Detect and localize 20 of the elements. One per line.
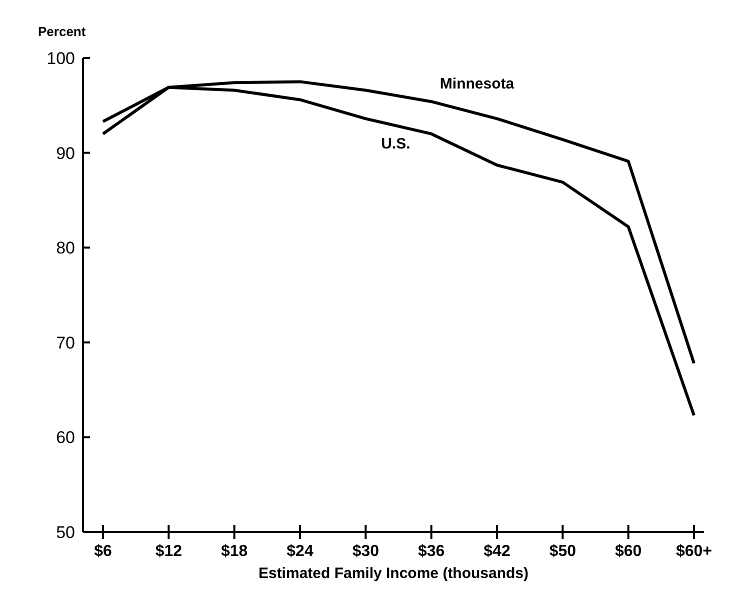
- x-tick-label: $12: [155, 543, 182, 560]
- series-label: Minnesota: [440, 76, 515, 93]
- x-tick-label: $6: [94, 543, 112, 560]
- x-tick-label: $36: [418, 543, 445, 560]
- y-tick-label: 90: [56, 144, 75, 163]
- x-tick-label: $50: [549, 543, 576, 560]
- x-tick-label: $24: [286, 543, 314, 560]
- x-tick-label: $42: [484, 543, 510, 560]
- y-tick-label: 50: [56, 522, 75, 542]
- x-tick-label: $18: [220, 543, 248, 560]
- y-tick-label: 100: [46, 48, 75, 68]
- x-tick-label: $30: [352, 543, 380, 560]
- y-axis-title: Percent: [38, 24, 86, 39]
- x-axis-title: Estimated Family Income (thousands): [258, 565, 529, 582]
- series-label: U.S.: [381, 136, 410, 153]
- x-tick-label: $60+: [676, 543, 712, 560]
- y-tick-label: 60: [56, 428, 75, 448]
- y-tick-label: 80: [56, 238, 75, 258]
- x-tick-label: $60: [614, 543, 642, 560]
- y-tick-label: 70: [56, 333, 75, 352]
